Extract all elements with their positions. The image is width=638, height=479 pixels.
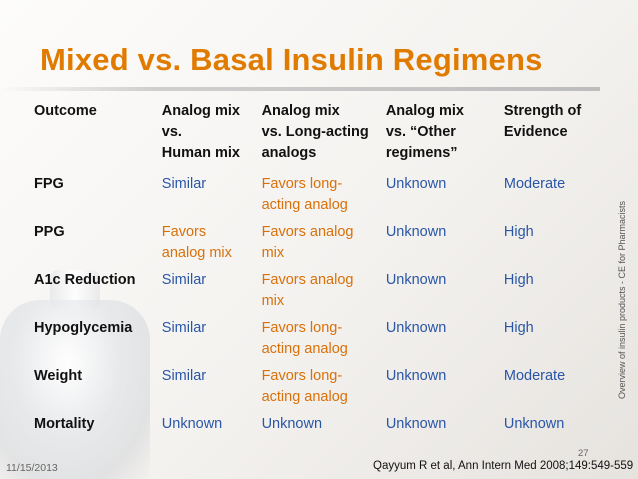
table-cell: Unknown xyxy=(385,272,447,288)
side-caption: Overview of insulin products - CE for Ph… xyxy=(611,130,633,470)
comparison-table: Outcome Analog mix vs. Human mix Analog mix v… xyxy=(26,101,596,441)
title-divider xyxy=(0,87,600,91)
row-label: Hypoglycemia xyxy=(34,320,133,336)
table-cell: Unknown xyxy=(161,416,223,432)
table-cell: Similar xyxy=(161,320,207,336)
table-header-row: Outcome Analog mix vs. Human mix Analog mix v… xyxy=(26,101,596,174)
column-header: Strength of Evidence xyxy=(503,103,582,140)
table-cell: Unknown xyxy=(385,176,447,192)
table-row: Weight Similar Favors long-acting analog Un… xyxy=(26,366,596,414)
side-caption-text: Overview of insulin products - CE for Ph… xyxy=(617,200,627,400)
row-label: A1c Reduction xyxy=(34,272,136,288)
column-header: Analog mix vs. “Other regimens” xyxy=(385,103,464,161)
table-cell: Unknown xyxy=(385,416,447,432)
table-cell: Moderate xyxy=(503,368,566,384)
slide-title: Mixed vs. Basal Insulin Regimens xyxy=(40,42,543,77)
column-header: Analog mix vs. Long-acting analogs xyxy=(261,103,369,161)
vial-image xyxy=(0,300,150,479)
footer-date: 11/15/2013 xyxy=(6,462,58,474)
table-cell: Favors analog mix xyxy=(161,224,232,261)
row-label: FPG xyxy=(34,176,64,192)
table-cell: Similar xyxy=(161,176,207,192)
table-row: Mortality Unknown Unknown Unknown Unknown xyxy=(26,414,596,441)
citation: Qayyum R et al, Ann Intern Med 2008;149:… xyxy=(373,460,634,472)
table-cell: Unknown xyxy=(261,416,323,432)
table-cell: High xyxy=(503,224,534,240)
table-row: Hypoglycemia Similar Favors long-acting an… xyxy=(26,318,596,366)
table-cell: Favors long-acting analog xyxy=(261,368,348,405)
row-label: Mortality xyxy=(34,416,95,432)
table-cell: Similar xyxy=(161,272,207,288)
table-cell: Unknown xyxy=(503,416,565,432)
table-row: FPG Similar Favors long-acting analog Unkno… xyxy=(26,174,596,222)
table-row: A1c Reduction Similar Favors analog mix Unkn… xyxy=(26,270,596,318)
column-header: Analog mix vs. Human mix xyxy=(161,103,240,161)
table-cell: High xyxy=(503,320,534,336)
table-row: PPG Favors analog mix Favors analog mix Unkno… xyxy=(26,222,596,270)
row-label: PPG xyxy=(34,224,65,240)
column-header: Outcome xyxy=(34,103,97,119)
table-cell: Unknown xyxy=(385,368,447,384)
table-cell: Favors analog mix xyxy=(261,224,354,261)
table-cell: Moderate xyxy=(503,176,566,192)
table-body: FPG Similar Favors long-acting analog Unkno… xyxy=(26,174,596,441)
table-cell: High xyxy=(503,272,534,288)
table-cell: Unknown xyxy=(385,224,447,240)
table-cell: Favors long-acting analog xyxy=(261,176,348,213)
table-cell: Favors analog mix xyxy=(261,272,354,309)
table-cell: Favors long-acting analog xyxy=(261,320,348,357)
table-cell: Similar xyxy=(161,368,207,384)
row-label: Weight xyxy=(34,368,83,384)
page-number: 27 xyxy=(578,448,589,459)
table-cell: Unknown xyxy=(385,320,447,336)
